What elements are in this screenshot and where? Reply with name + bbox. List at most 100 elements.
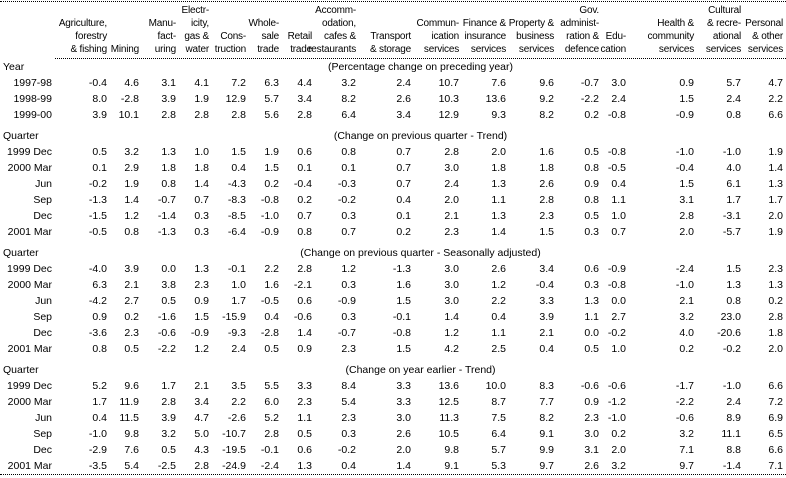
- data-cell: 3.0: [444, 162, 459, 174]
- data-cell: 5.0: [194, 428, 209, 440]
- data-cell: 2.1: [679, 295, 694, 307]
- row-period-label: Dec: [33, 444, 52, 456]
- data-row: 2001 Mar 0.8 0.5 -2.2 1.2 2.4 0.5 0.9 2.3 1.5 4.2 2…: [0, 341, 786, 357]
- column-header-manufacturing: Manu-fact-uring: [142, 2, 179, 58]
- data-cell: 4.3: [194, 444, 209, 456]
- data-cell: -2.4: [675, 263, 694, 275]
- data-cell: 1.1: [491, 327, 506, 339]
- table-header-row: Agriculture, forestry & fishing Mining Manu-…: [0, 2, 786, 58]
- column-header-line: community: [647, 31, 694, 42]
- data-cell: 2.6: [396, 428, 411, 440]
- data-cell: -0.4: [675, 162, 694, 174]
- data-cell: -0.6: [293, 311, 312, 323]
- data-cell: 1.9: [194, 93, 209, 105]
- data-cell: 2.8: [444, 146, 459, 158]
- data-cell: 3.9: [161, 93, 176, 105]
- data-cell: 0.6: [297, 146, 312, 158]
- data-cell: 0.8: [124, 226, 139, 238]
- column-header-line: Finance &: [462, 18, 506, 29]
- data-row: 1999 Dec -4.0 3.9 0.0 1.3 -0.1 2.2 2.8 1.2 -1.3 3.…: [0, 261, 786, 277]
- data-cell: 0.4: [491, 311, 506, 323]
- data-cell: 2.3: [194, 279, 209, 291]
- section-label: Quarter: [3, 247, 39, 259]
- data-cell: 1.7: [231, 295, 246, 307]
- data-cell: 0.4: [92, 412, 107, 424]
- data-cell: -1.0: [675, 146, 694, 158]
- data-cell: 6.5: [768, 428, 783, 440]
- data-cell: 9.2: [539, 93, 554, 105]
- data-cell: -0.8: [607, 109, 626, 121]
- data-cell: 2.8: [297, 109, 312, 121]
- section-percentage-change-preceding-year: Year (Percentage change on preceding year…: [0, 59, 786, 123]
- data-row: 2000 Mar 0.1 2.9 1.8 1.8 0.4 1.5 0.1 0.1 0.7 3.0 1.…: [0, 160, 786, 176]
- row-period-label: 2001 Mar: [7, 226, 52, 238]
- data-cell: -1.5: [88, 210, 107, 222]
- data-cell: 3.0: [444, 263, 459, 275]
- data-cell: 1.8: [194, 162, 209, 174]
- row-period-label: Dec: [33, 210, 52, 222]
- data-row: Jun -0.2 1.9 0.8 1.4 -4.3 0.2 -0.4 -0.3 0.7 2.4 1.3…: [0, 176, 786, 192]
- data-cell: 0.2: [768, 295, 783, 307]
- column-header-line: administ-: [560, 18, 599, 29]
- data-cell: 3.1: [161, 77, 176, 89]
- column-header-line: cation: [600, 44, 627, 55]
- data-cell: 3.0: [444, 295, 459, 307]
- data-cell: 0.9: [584, 396, 599, 408]
- section-caption: (Change on year earlier - Trend): [345, 364, 496, 376]
- column-header-line: Whole-: [248, 18, 280, 29]
- data-cell: -2.9: [88, 444, 107, 456]
- data-cell: -2.2: [580, 93, 599, 105]
- data-cell: 2.3: [297, 396, 312, 408]
- data-cell: -2.6: [227, 412, 246, 424]
- data-cell: 6.0: [264, 396, 279, 408]
- data-cell: -1.3: [157, 226, 176, 238]
- data-cell: 1.4: [396, 460, 411, 472]
- data-cell: -2.2: [157, 343, 176, 355]
- data-cell: -0.8: [392, 327, 411, 339]
- data-cell: 0.5: [264, 343, 279, 355]
- data-cell: -1.6: [157, 311, 176, 323]
- column-header-line: Property &: [508, 18, 554, 29]
- data-cell: -0.8: [607, 146, 626, 158]
- data-cell: 0.3: [584, 279, 599, 291]
- data-cell: 0.4: [539, 343, 554, 355]
- data-cell: -0.6: [580, 380, 599, 392]
- row-period-label: Sep: [33, 428, 52, 440]
- data-cell: 0.5: [584, 146, 599, 158]
- data-cell: 1.2: [194, 343, 209, 355]
- data-cell: 11.3: [439, 412, 459, 424]
- column-header-line: cafes &: [324, 31, 356, 42]
- data-row: 2001 Mar -0.5 0.8 -1.3 0.3 -6.4 -0.9 0.8 0.7 0.2 2…: [0, 224, 786, 240]
- data-cell: 1.3: [768, 178, 783, 190]
- data-cell: 4.7: [194, 412, 209, 424]
- data-cell: 2.6: [491, 263, 506, 275]
- row-period-label: 1997-98: [13, 77, 52, 89]
- data-cell: 2.0: [611, 444, 626, 456]
- column-header-line: water: [185, 44, 210, 55]
- data-cell: 2.6: [396, 93, 411, 105]
- column-header-line: defence: [564, 44, 599, 55]
- row-period-label: 1999 Dec: [7, 146, 52, 158]
- data-cell: 2.8: [679, 210, 694, 222]
- data-cell: 2.4: [611, 93, 626, 105]
- column-header-line: Retail: [287, 31, 313, 42]
- data-cell: 2.3: [124, 327, 139, 339]
- column-header-construction: Cons-truction: [212, 2, 249, 58]
- data-cell: 2.4: [396, 77, 411, 89]
- column-header-wholesale-trade: Whole-sale trade: [249, 2, 282, 58]
- data-cell: 12.9: [225, 93, 246, 105]
- data-cell: 2.3: [768, 263, 783, 275]
- column-header-line: services: [470, 44, 506, 55]
- data-cell: 1.5: [194, 311, 209, 323]
- column-header-line: restaurants: [308, 44, 356, 55]
- data-cell: 6.3: [264, 77, 279, 89]
- data-cell: 1.7: [92, 396, 107, 408]
- data-cell: 0.7: [611, 226, 626, 238]
- data-cell: 3.2: [161, 428, 176, 440]
- data-cell: -0.2: [607, 327, 626, 339]
- data-cell: 8.4: [341, 380, 356, 392]
- data-cell: 0.9: [92, 311, 107, 323]
- data-cell: 1.5: [679, 178, 694, 190]
- row-period-label: Jun: [35, 178, 52, 190]
- data-cell: 10.5: [438, 428, 459, 440]
